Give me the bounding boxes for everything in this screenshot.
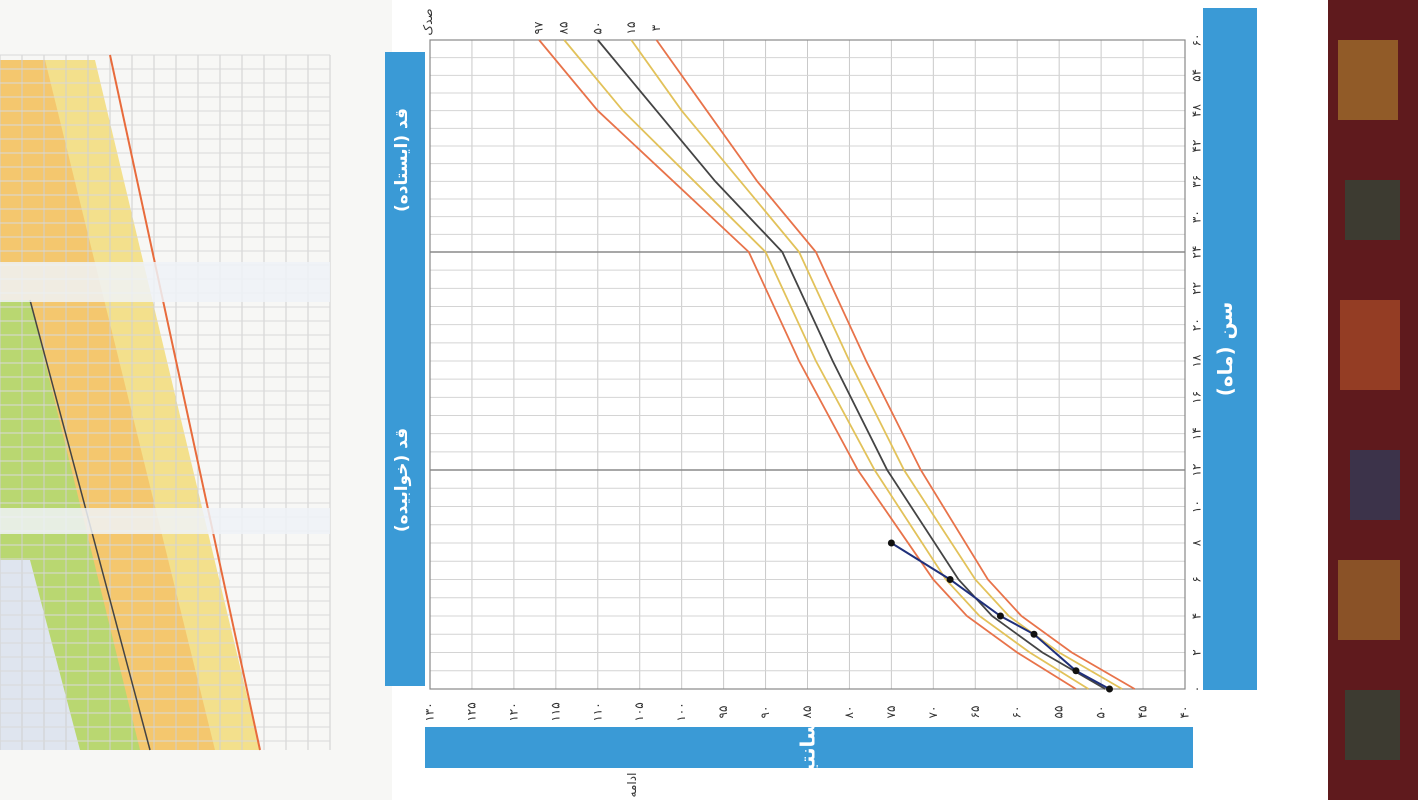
y-tick-label: ۵۰ xyxy=(1094,706,1108,719)
percentile-curve xyxy=(563,39,1089,690)
y-tick-label: ۱۲۵ xyxy=(464,702,478,721)
y-tick-label: ۴۰ xyxy=(1178,706,1192,719)
percentile-label: ۳ xyxy=(649,24,663,31)
percentile-labels: ۹۷ ۸۵ ۵۰ ۱۵ ۳ xyxy=(532,21,663,34)
y-tick-label: ۷۰ xyxy=(926,706,940,719)
measurement-point xyxy=(1030,630,1038,638)
percentile-curve xyxy=(655,39,1136,690)
x-tick-label: ۶ xyxy=(1190,576,1204,582)
bottom-note: ادامه xyxy=(625,773,639,798)
x-tick-label: ۵۴ xyxy=(1190,69,1204,82)
y-tick-label: ۱۰۵ xyxy=(632,702,646,721)
y-tick-label: ۸۵ xyxy=(800,706,814,719)
x-tick-label: ۴ xyxy=(1190,613,1204,619)
y-tick-label: ۵۵ xyxy=(1052,706,1066,719)
y-tick-label: ۱۱۵ xyxy=(548,702,562,721)
x-tick-label: ۳۰ xyxy=(1190,210,1204,223)
measurement-point xyxy=(996,612,1004,620)
x-tick-label: ۱۶ xyxy=(1190,391,1204,404)
measurement-point xyxy=(946,576,954,583)
y-axis-banner xyxy=(425,727,1193,768)
y-tick-label: ۱۱۰ xyxy=(590,702,604,721)
child-growth-line xyxy=(890,542,1110,690)
percentile-label: ۹۷ xyxy=(532,21,546,34)
x-tick-label: ۴۸ xyxy=(1190,104,1204,117)
percentile-curve xyxy=(538,39,1077,690)
y-tick-label: ۸۰ xyxy=(842,706,856,719)
chart-paper xyxy=(392,0,1328,800)
left-page xyxy=(0,0,392,800)
y-tick-label: ۴۵ xyxy=(1136,706,1150,719)
x-tick-label: ۱۸ xyxy=(1190,354,1204,367)
percentile-label: ۵۰ xyxy=(590,22,604,35)
x-tick-label: ۴۲ xyxy=(1190,140,1204,153)
x-tick-label: ۲۰ xyxy=(1190,318,1204,331)
band-banner xyxy=(385,52,425,686)
y-tick-label: ۶۰ xyxy=(1010,706,1024,719)
x-tick-label: ۱۰ xyxy=(1190,500,1204,513)
measurement-point xyxy=(887,539,895,547)
percentile-label: ۱۵ xyxy=(624,22,638,35)
percentile-curves xyxy=(538,39,1136,693)
chart-grid xyxy=(429,39,1186,690)
y-tick-label: ۹۰ xyxy=(758,706,772,719)
x-tick-label: ۶۰ xyxy=(1190,34,1204,47)
y-tick-label: ۱۳۰ xyxy=(423,702,437,721)
x-tick-label: ۳۶ xyxy=(1190,175,1204,188)
x-axis-banner xyxy=(1203,8,1257,690)
band-lying-label: قد (خوابیده) xyxy=(392,428,412,532)
x-tick-label: ۱۲ xyxy=(1190,464,1204,477)
percentile-header: صدک xyxy=(421,8,435,35)
x-axis-title: سن (ماه) xyxy=(1213,302,1237,397)
y-axis-title: قد (سانتیمتر) xyxy=(796,680,820,800)
percentile-curve xyxy=(597,39,1106,690)
percentile-label: ۸۵ xyxy=(557,22,571,35)
axis-ticks: ۴۰۴۵۵۰۵۵۶۰۶۵۷۰۷۵۸۰۸۵۹۰۹۵۱۰۰۱۰۵۱۱۰۱۱۵۱۲۰۱… xyxy=(423,34,1204,722)
x-tick-label: ۰ xyxy=(1190,686,1204,692)
x-tick-label: ۲۲ xyxy=(1190,282,1204,295)
y-tick-label: ۱۰۰ xyxy=(674,702,688,721)
x-tick-label: ۲۴ xyxy=(1190,246,1204,259)
y-tick-label: ۱۲۰ xyxy=(506,702,520,721)
carpet xyxy=(1328,0,1418,800)
y-tick-label: ۷۵ xyxy=(884,706,898,719)
measurement-point xyxy=(1072,667,1080,675)
y-tick-label: ۹۵ xyxy=(716,706,730,719)
measurement-point xyxy=(1106,685,1113,693)
x-tick-label: ۱۴ xyxy=(1190,427,1204,440)
band-standing-label: قد (ایستاده) xyxy=(392,108,412,212)
y-tick-label: ۶۵ xyxy=(968,706,982,719)
x-tick-label: ۲ xyxy=(1190,649,1204,655)
x-tick-label: ۸ xyxy=(1190,539,1204,546)
